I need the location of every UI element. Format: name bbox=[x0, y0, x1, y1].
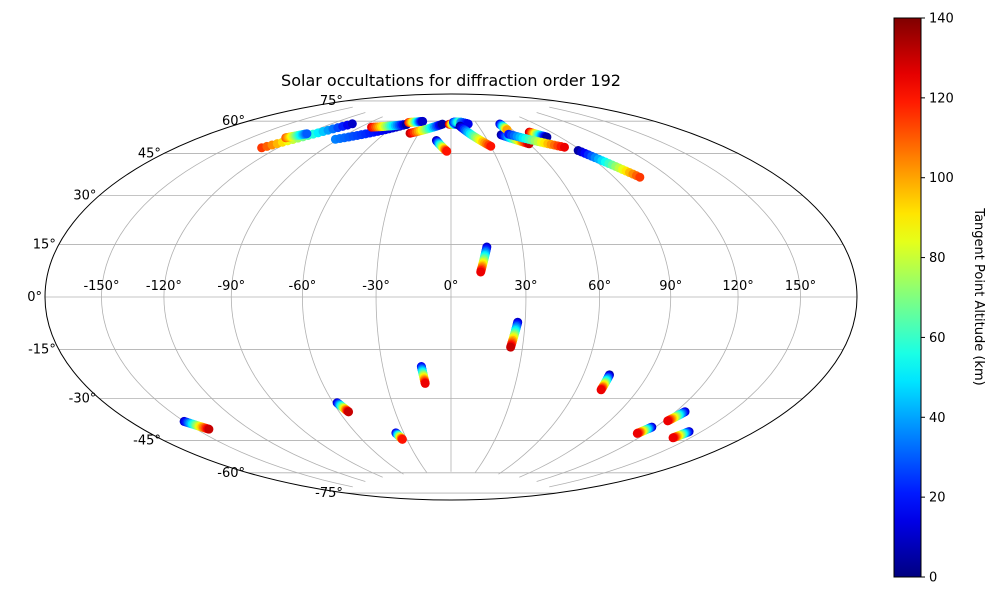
colorbar-tick-label: 120 bbox=[929, 91, 954, 106]
lat-tick-label: 15° bbox=[33, 237, 56, 252]
lon-tick-label: 0° bbox=[444, 279, 459, 294]
lat-tick-label: -30° bbox=[69, 392, 97, 407]
lat-tick-label: -45° bbox=[133, 434, 161, 449]
data-point bbox=[663, 416, 673, 426]
lon-tick-label: -30° bbox=[362, 279, 390, 294]
data-point bbox=[347, 119, 357, 129]
data-point bbox=[486, 141, 496, 151]
data-point bbox=[632, 428, 642, 438]
lon-tick-label: 30° bbox=[514, 279, 537, 294]
lon-tick-label: 90° bbox=[659, 279, 682, 294]
lon-tick-label: -150° bbox=[83, 279, 119, 294]
data-point bbox=[506, 342, 516, 352]
data-point bbox=[204, 424, 214, 434]
data-point bbox=[442, 146, 452, 156]
lon-tick-label: -120° bbox=[146, 279, 182, 294]
colorbar-tick-label: 140 bbox=[929, 12, 954, 27]
colorbar-tick-label: 60 bbox=[929, 331, 946, 346]
graticule bbox=[44, 93, 858, 501]
lon-tick-label: -90° bbox=[217, 279, 245, 294]
colorbar-tick-label: 80 bbox=[929, 251, 946, 266]
data-point bbox=[437, 119, 447, 129]
colorbar-gradient bbox=[893, 17, 922, 578]
lat-tick-label: 30° bbox=[73, 189, 96, 204]
colorbar: 0 20 40 60 80 100 120 140 Tangent Point Altitude… bbox=[893, 12, 986, 586]
lat-tick-label: 60° bbox=[222, 114, 245, 129]
lat-tick-label: 0° bbox=[27, 290, 42, 305]
lat-tick-label: -75° bbox=[315, 486, 343, 501]
lon-tick-label: -60° bbox=[289, 279, 317, 294]
lat-tick-label: 45° bbox=[138, 146, 161, 161]
lon-tick-label: 150° bbox=[785, 279, 816, 294]
data-point bbox=[418, 116, 428, 126]
lat-tick-label: -60° bbox=[217, 466, 245, 481]
lon-tick-label: 120° bbox=[722, 279, 753, 294]
colorbar-label: Tangent Point Altitude (km) bbox=[971, 207, 986, 385]
longitude-tick-labels: -150° -120° -90° -60° -30° 0° 30° 60° 90° 120° 150… bbox=[83, 279, 816, 294]
data-point bbox=[344, 407, 354, 417]
data-point bbox=[596, 385, 606, 395]
colorbar-tick-label: 40 bbox=[929, 411, 946, 426]
lat-tick-label: 75° bbox=[320, 94, 343, 109]
data-point bbox=[476, 267, 486, 277]
data-point bbox=[668, 433, 678, 443]
data-point bbox=[559, 142, 569, 152]
colorbar-tick-label: 100 bbox=[929, 171, 954, 186]
colorbar-tick-label: 20 bbox=[929, 491, 946, 506]
latitude-tick-labels: 75° 60° 45° 30° 15° 0° -15° -30° -45° -60° -75° bbox=[27, 94, 343, 501]
data-point bbox=[635, 172, 645, 182]
colorbar-tick-label: 0 bbox=[929, 571, 937, 586]
occultation-points bbox=[179, 116, 694, 444]
data-point bbox=[302, 129, 312, 139]
data-point bbox=[420, 378, 430, 388]
data-point bbox=[397, 434, 407, 444]
map-boundary bbox=[44, 93, 858, 501]
lon-tick-label: 60° bbox=[588, 279, 611, 294]
chart-title: Solar occultations for diffraction order… bbox=[281, 71, 621, 90]
lat-tick-label: -15° bbox=[28, 343, 56, 358]
